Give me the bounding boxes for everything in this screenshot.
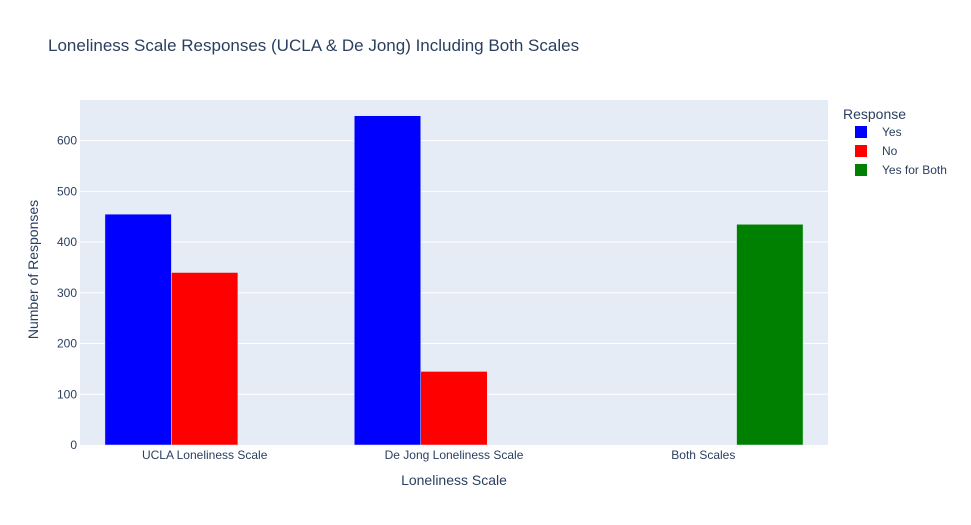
y-axis-title: Number of Responses [25,200,41,339]
bar-no [420,371,488,446]
bar-yes-for-both [736,224,804,446]
legend-title: Response [843,106,906,122]
legend-swatch [855,164,867,176]
x-tick-label: De Jong Loneliness Scale [385,448,524,462]
legend-label: Yes for Both [882,163,947,177]
y-tick-label: 100 [57,387,77,401]
y-tick-label: 0 [70,438,77,452]
bars [104,115,804,446]
y-tick-label: 400 [57,235,77,249]
legend-swatch [855,126,867,138]
legend-label: No [882,144,898,158]
legend: Response Yes No Yes for Both [843,106,947,177]
y-tick-label: 200 [57,337,77,351]
y-tick-label: 300 [57,286,77,300]
legend-swatch [855,145,867,157]
y-tick-label: 600 [57,134,77,148]
x-tick-label: UCLA Loneliness Scale [142,448,268,462]
y-tick-label: 500 [57,184,77,198]
chart-title: Loneliness Scale Responses (UCLA & De Jo… [48,36,579,55]
legend-label: Yes [882,125,902,139]
legend-items: Yes No Yes for Both [855,125,947,177]
bar-yes [354,115,422,446]
y-axis-ticks: 0 100 200 300 400 500 600 [57,134,77,452]
x-axis-title: Loneliness Scale [401,472,507,488]
x-tick-label: Both Scales [671,448,735,462]
x-axis-ticks: UCLA Loneliness Scale De Jong Loneliness … [142,448,735,462]
bar-yes [104,213,172,446]
bar-no [171,272,239,446]
